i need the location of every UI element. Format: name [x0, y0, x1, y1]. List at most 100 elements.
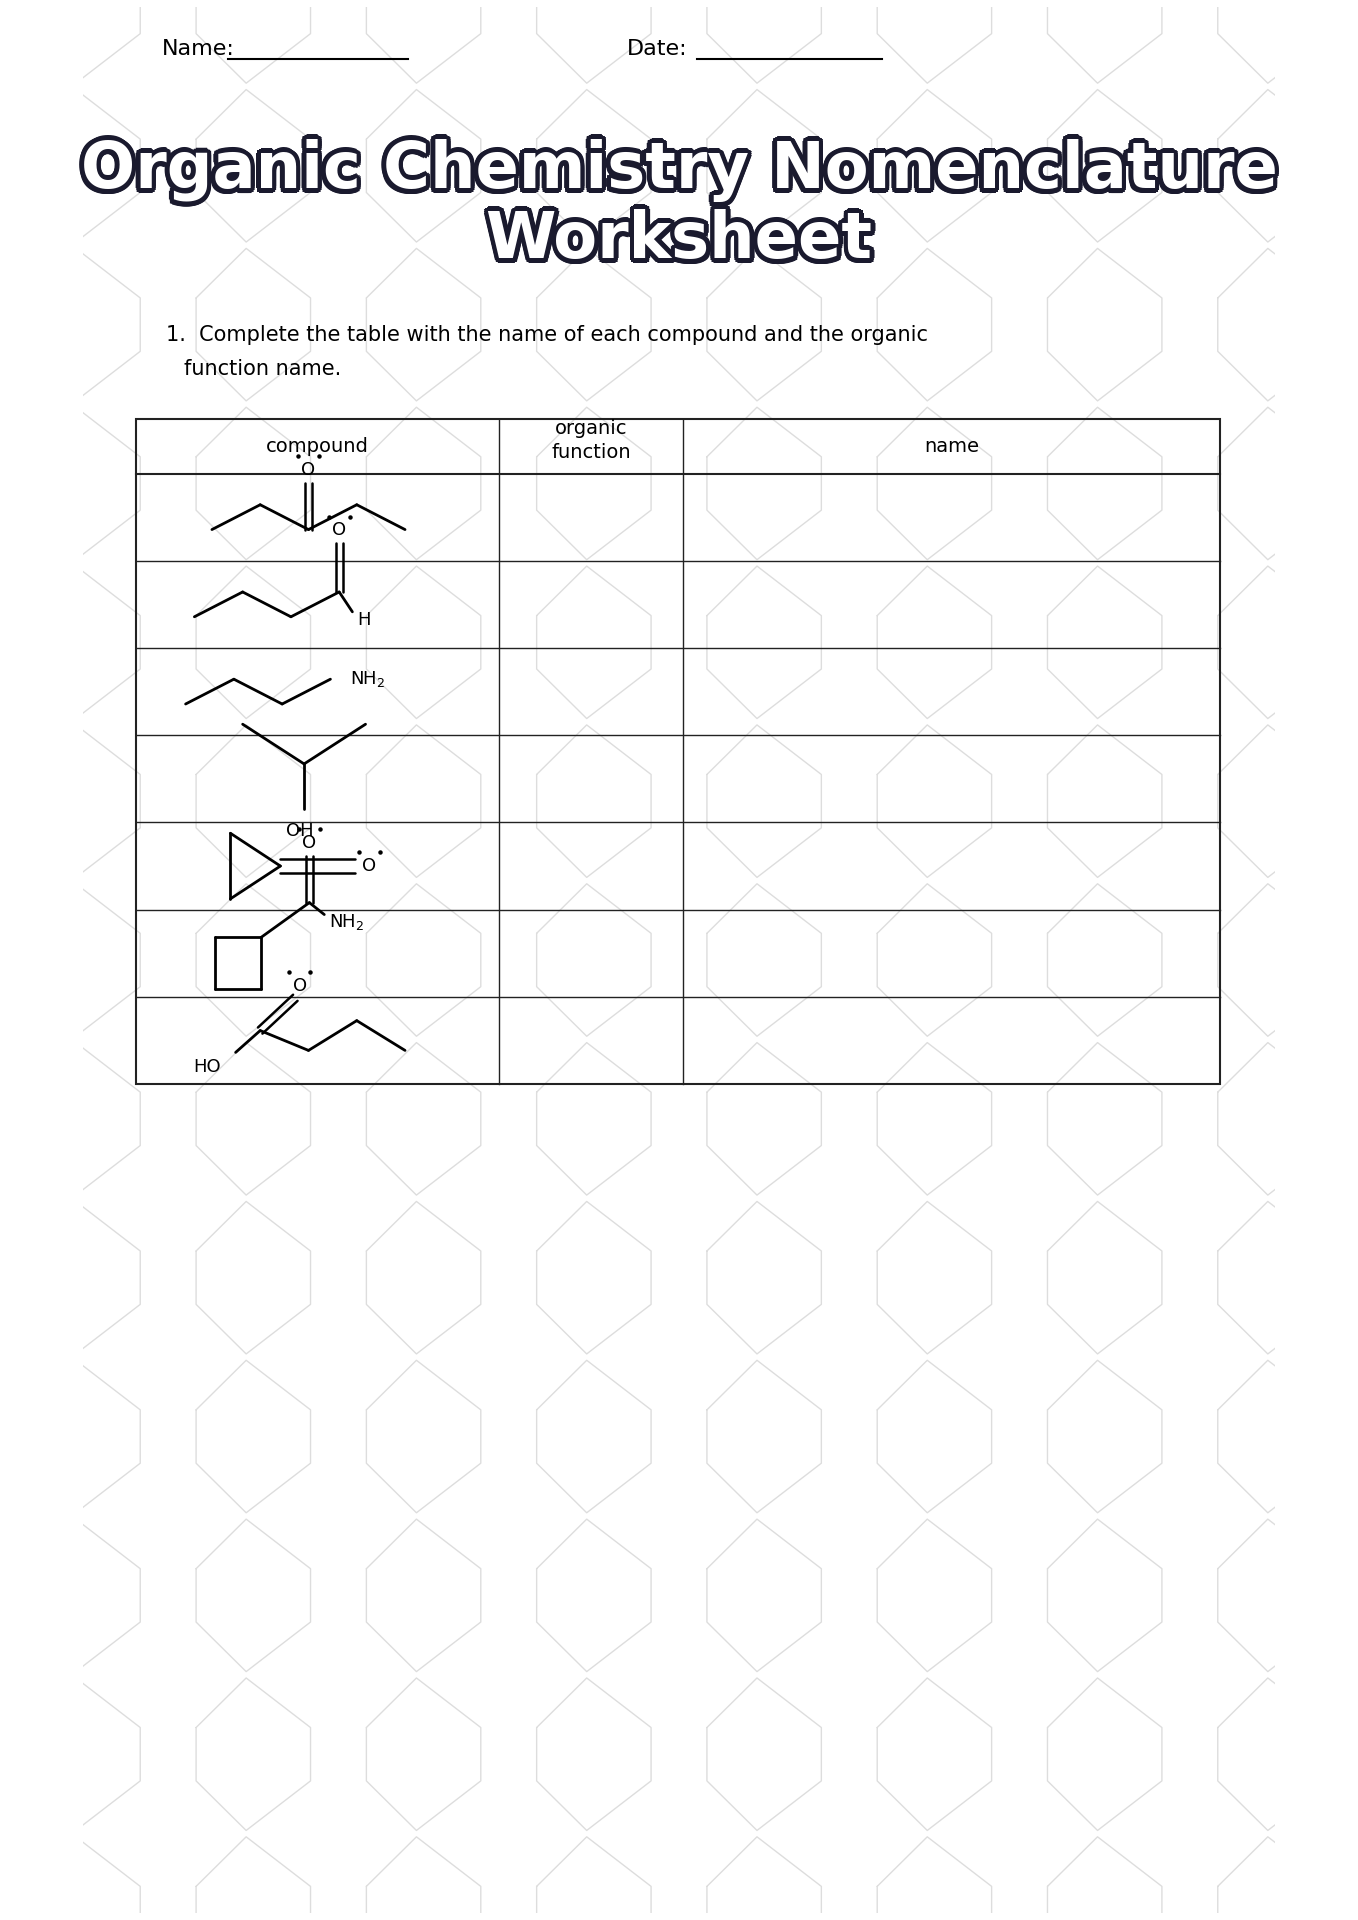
- Text: Organic Chemistry Nomenclature: Organic Chemistry Nomenclature: [76, 140, 1272, 202]
- Text: Organic Chemistry Nomenclature: Organic Chemistry Nomenclature: [83, 142, 1281, 205]
- Text: O: O: [303, 833, 316, 852]
- Text: Organic Chemistry Nomenclature: Organic Chemistry Nomenclature: [77, 136, 1275, 200]
- Text: Organic Chemistry Nomenclature: Organic Chemistry Nomenclature: [83, 136, 1279, 200]
- Text: Organic Chemistry Nomenclature: Organic Chemistry Nomenclature: [77, 140, 1275, 202]
- Text: Organic Chemistry Nomenclature: Organic Chemistry Nomenclature: [81, 136, 1279, 198]
- Text: Organic Chemistry Nomenclature: Organic Chemistry Nomenclature: [80, 136, 1278, 200]
- Text: Name:: Name:: [162, 38, 235, 60]
- Text: Organic Chemistry Nomenclature: Organic Chemistry Nomenclature: [79, 142, 1275, 204]
- Text: Organic Chemistry Nomenclature: Organic Chemistry Nomenclature: [84, 140, 1281, 202]
- Text: Organic Chemistry Nomenclature: Organic Chemistry Nomenclature: [80, 134, 1278, 198]
- Text: HO: HO: [193, 1058, 221, 1077]
- Text: Worksheet: Worksheet: [485, 213, 870, 275]
- Bar: [136, 419, 1219, 1085]
- Text: NH$_2$: NH$_2$: [329, 912, 364, 933]
- Text: Worksheet: Worksheet: [486, 209, 872, 271]
- Text: Worksheet: Worksheet: [488, 211, 875, 275]
- Text: Worksheet: Worksheet: [488, 207, 875, 271]
- Text: name: name: [923, 436, 979, 455]
- Text: OH: OH: [287, 822, 314, 841]
- Text: Organic Chemistry Nomenclature: Organic Chemistry Nomenclature: [79, 144, 1275, 207]
- Text: Organic Chemistry Nomenclature: Organic Chemistry Nomenclature: [84, 142, 1281, 205]
- Text: Worksheet: Worksheet: [483, 207, 870, 269]
- Text: compound: compound: [266, 436, 369, 455]
- Text: Organic Chemistry Nomenclature: Organic Chemistry Nomenclature: [77, 142, 1274, 205]
- Text: O: O: [301, 461, 315, 478]
- Text: Organic Chemistry Nomenclature: Organic Chemistry Nomenclature: [84, 138, 1282, 200]
- Text: Organic Chemistry Nomenclature: Organic Chemistry Nomenclature: [79, 136, 1277, 198]
- Text: O: O: [333, 522, 346, 540]
- Text: Organic Chemistry Nomenclature: Organic Chemistry Nomenclature: [80, 136, 1277, 200]
- Text: Organic Chemistry Nomenclature: Organic Chemistry Nomenclature: [77, 138, 1274, 202]
- Text: Worksheet: Worksheet: [488, 211, 875, 273]
- Text: Worksheet: Worksheet: [482, 211, 869, 273]
- Text: Worksheet: Worksheet: [488, 209, 875, 271]
- Text: Worksheet: Worksheet: [482, 205, 869, 267]
- Text: Organic Chemistry Nomenclature: Organic Chemistry Nomenclature: [80, 134, 1278, 198]
- Text: Worksheet: Worksheet: [489, 209, 876, 271]
- Text: Worksheet: Worksheet: [488, 213, 873, 275]
- Text: Organic Chemistry Nomenclature: Organic Chemistry Nomenclature: [80, 140, 1278, 202]
- Text: Worksheet: Worksheet: [486, 205, 872, 267]
- Text: Worksheet: Worksheet: [489, 213, 876, 275]
- Text: Worksheet: Worksheet: [483, 213, 870, 276]
- Text: Organic Chemistry Nomenclature: Organic Chemistry Nomenclature: [84, 136, 1281, 200]
- Text: Organic Chemistry Nomenclature: Organic Chemistry Nomenclature: [81, 136, 1278, 200]
- Text: Organic Chemistry Nomenclature: Organic Chemistry Nomenclature: [84, 140, 1281, 204]
- Text: Organic Chemistry Nomenclature: Organic Chemistry Nomenclature: [79, 136, 1275, 200]
- Text: Organic Chemistry Nomenclature: Organic Chemistry Nomenclature: [84, 138, 1281, 202]
- Text: Worksheet: Worksheet: [489, 207, 876, 269]
- Text: Organic Chemistry Nomenclature: Organic Chemistry Nomenclature: [86, 140, 1282, 202]
- Text: Organic Chemistry Nomenclature: Organic Chemistry Nomenclature: [76, 138, 1274, 200]
- Text: Organic Chemistry Nomenclature: Organic Chemistry Nomenclature: [77, 142, 1275, 205]
- Text: NH$_2$: NH$_2$: [350, 670, 386, 689]
- Text: Organic Chemistry Nomenclature: Organic Chemistry Nomenclature: [81, 142, 1278, 205]
- Text: Worksheet: Worksheet: [488, 205, 873, 267]
- Text: Worksheet: Worksheet: [485, 205, 870, 267]
- Text: Organic Chemistry Nomenclature: Organic Chemistry Nomenclature: [83, 142, 1279, 204]
- Text: Worksheet: Worksheet: [486, 213, 872, 275]
- Text: Organic Chemistry Nomenclature: Organic Chemistry Nomenclature: [83, 144, 1279, 207]
- Text: Worksheet: Worksheet: [483, 209, 870, 271]
- Text: Worksheet: Worksheet: [486, 215, 872, 276]
- Text: Worksheet: Worksheet: [489, 211, 876, 273]
- Text: Worksheet: Worksheet: [486, 207, 873, 269]
- Text: function name.: function name.: [183, 359, 341, 380]
- Text: Worksheet: Worksheet: [488, 207, 875, 269]
- Text: O: O: [292, 977, 307, 995]
- Text: Worksheet: Worksheet: [485, 211, 872, 275]
- Text: Worksheet: Worksheet: [482, 209, 869, 271]
- Text: Worksheet: Worksheet: [489, 211, 876, 273]
- Text: Organic Chemistry Nomenclature: Organic Chemistry Nomenclature: [80, 144, 1278, 207]
- Text: Worksheet: Worksheet: [486, 205, 872, 269]
- Text: Worksheet: Worksheet: [490, 209, 877, 271]
- Text: Worksheet: Worksheet: [488, 207, 875, 269]
- Text: H: H: [357, 611, 371, 628]
- Text: Worksheet: Worksheet: [485, 207, 872, 269]
- Text: Worksheet: Worksheet: [488, 211, 875, 273]
- Text: Worksheet: Worksheet: [486, 213, 872, 275]
- Text: Organic Chemistry Nomenclature: Organic Chemistry Nomenclature: [83, 136, 1281, 200]
- Text: Organic Chemistry Nomenclature: Organic Chemistry Nomenclature: [79, 134, 1275, 198]
- Text: Organic Chemistry Nomenclature: Organic Chemistry Nomenclature: [79, 138, 1275, 202]
- Text: Worksheet: Worksheet: [481, 209, 868, 271]
- Text: Organic Chemistry Nomenclature: Organic Chemistry Nomenclature: [84, 142, 1282, 204]
- Text: Worksheet: Worksheet: [482, 207, 869, 269]
- Text: Worksheet: Worksheet: [483, 205, 870, 267]
- Text: Organic Chemistry Nomenclature: Organic Chemistry Nomenclature: [83, 134, 1279, 198]
- Text: Organic Chemistry Nomenclature: Organic Chemistry Nomenclature: [77, 140, 1274, 204]
- Text: Organic Chemistry Nomenclature: Organic Chemistry Nomenclature: [81, 142, 1279, 205]
- Text: Organic Chemistry Nomenclature: Organic Chemistry Nomenclature: [77, 140, 1274, 202]
- Text: organic
function: organic function: [551, 419, 630, 461]
- Text: Organic Chemistry Nomenclature: Organic Chemistry Nomenclature: [80, 142, 1278, 205]
- Text: Worksheet: Worksheet: [483, 207, 870, 271]
- Text: Organic Chemistry Nomenclature: Organic Chemistry Nomenclature: [83, 140, 1279, 204]
- Text: Worksheet: Worksheet: [486, 204, 872, 267]
- Text: Organic Chemistry Nomenclature: Organic Chemistry Nomenclature: [83, 138, 1279, 202]
- Text: O: O: [363, 856, 376, 876]
- Text: Worksheet: Worksheet: [483, 211, 870, 273]
- Text: Worksheet: Worksheet: [486, 211, 873, 275]
- Text: Worksheet: Worksheet: [482, 207, 869, 269]
- Text: Worksheet: Worksheet: [489, 205, 876, 267]
- Text: Worksheet: Worksheet: [482, 213, 869, 275]
